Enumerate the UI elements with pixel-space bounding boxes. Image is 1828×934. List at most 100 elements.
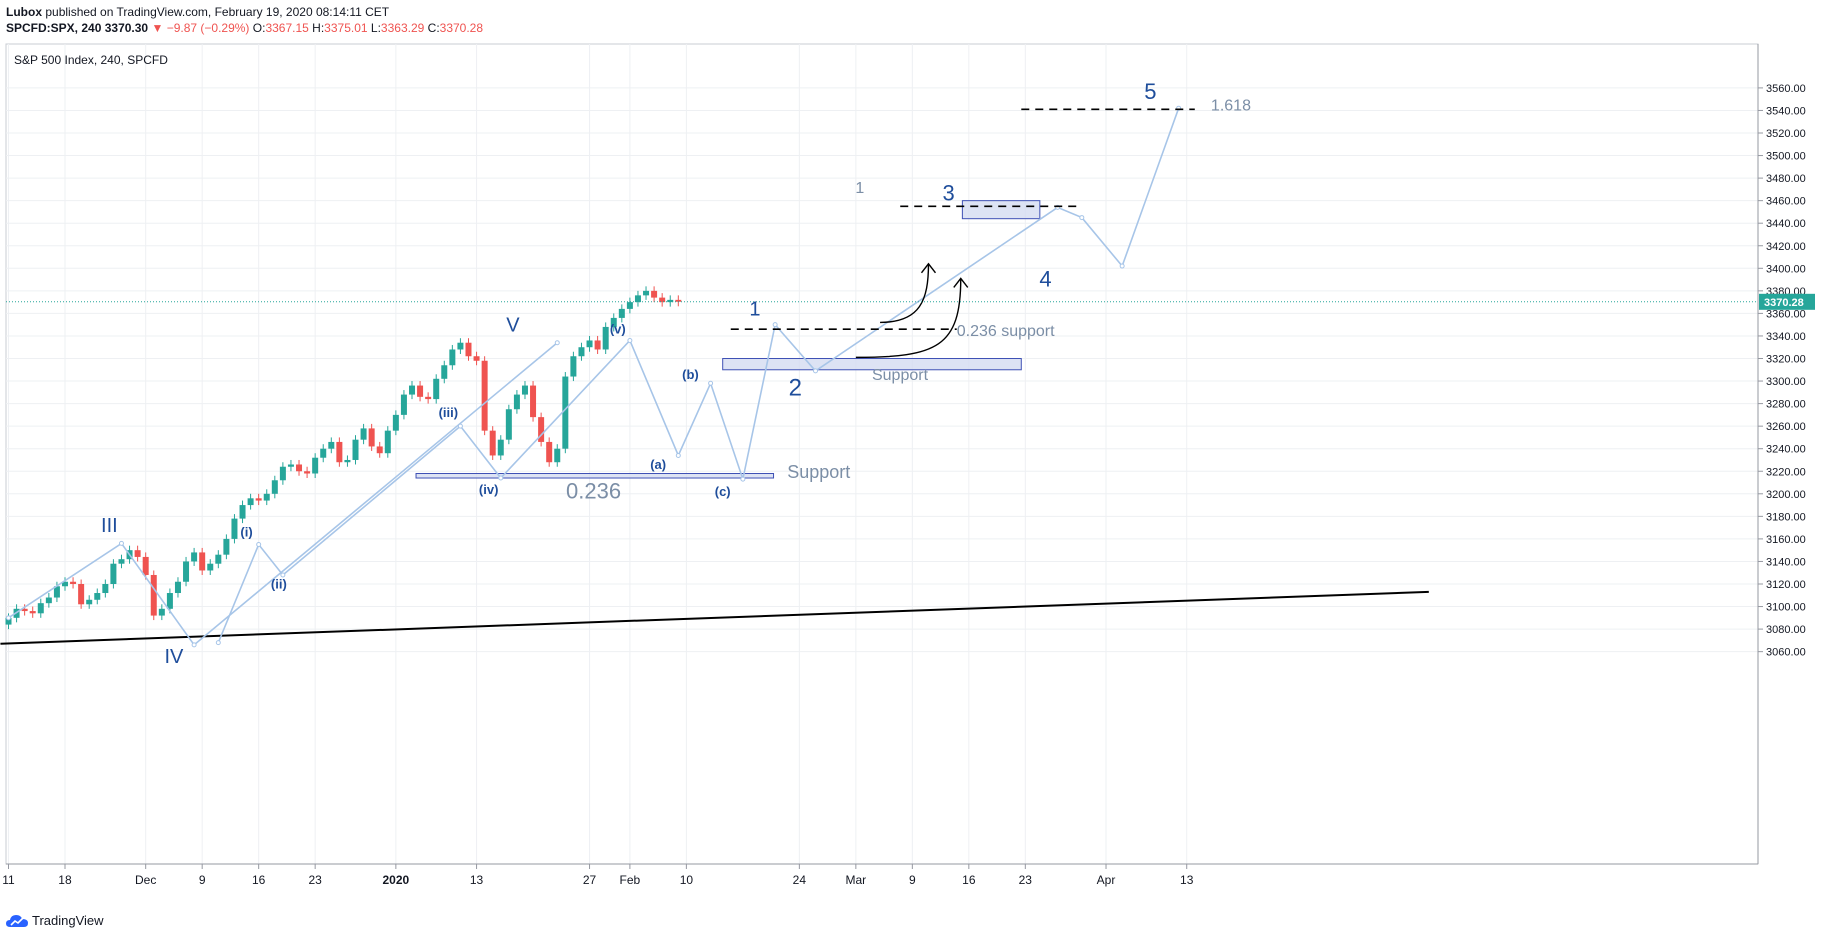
time-tick-label: 10: [680, 873, 694, 887]
candle-body: [449, 349, 456, 366]
candle-body: [142, 556, 149, 575]
candle: [368, 423, 375, 451]
down-arrow-icon: ▼: [151, 21, 164, 35]
candle-body: [94, 593, 101, 600]
cloud-icon: [6, 914, 28, 927]
time-tick-label: 23: [1019, 873, 1033, 887]
candle-body: [538, 417, 545, 442]
time-tick-label: 13: [470, 873, 484, 887]
candle: [239, 500, 246, 524]
ohlc-high: H:3375.01: [312, 21, 368, 35]
candle: [530, 381, 537, 422]
wave-point: [675, 452, 681, 458]
candle: [320, 444, 327, 463]
candle-body: [376, 446, 383, 454]
support-zone: [961, 200, 1041, 220]
wave-label: (v): [610, 322, 626, 337]
wave-point: [256, 542, 262, 548]
wave-point: [6, 615, 11, 621]
candle: [110, 559, 117, 589]
candle: [336, 437, 343, 467]
candle: [207, 559, 214, 575]
candle: [425, 392, 432, 404]
candle-body: [215, 554, 222, 564]
candle-body: [110, 563, 117, 584]
long-term-trendline: [0, 590, 1429, 645]
candle-body: [457, 342, 464, 350]
candle-body: [29, 611, 36, 614]
candle-body: [626, 302, 633, 309]
price-tick-label: 3120.00: [1766, 579, 1806, 591]
candle-body: [473, 356, 480, 361]
support-zone: [722, 358, 1022, 371]
candle: [634, 290, 641, 307]
price-tick-label: 3200.00: [1766, 489, 1806, 501]
price-tick-label: 3560.00: [1766, 83, 1806, 95]
ohlc-low: L:3363.29: [370, 21, 425, 35]
candle: [586, 335, 593, 352]
curved-arrow: [855, 278, 962, 359]
candle-body: [570, 356, 577, 377]
candle-body: [360, 428, 367, 440]
price-tick-label: 3360.00: [1766, 308, 1806, 320]
candle: [199, 547, 206, 575]
price-tick-label: 3160.00: [1766, 534, 1806, 546]
time-tick-label: Feb: [620, 873, 641, 887]
candle-body: [207, 563, 214, 571]
candle-body: [271, 480, 278, 494]
wave-label: (iii): [439, 405, 459, 420]
candle: [263, 489, 270, 506]
wave-label: V: [506, 314, 520, 336]
brand-name: TradingView: [32, 913, 104, 928]
candle: [481, 356, 488, 436]
candle: [86, 595, 93, 609]
candle: [651, 286, 658, 303]
candle: [602, 322, 609, 354]
wave-label: (a): [650, 457, 666, 472]
wave-point: [457, 423, 463, 429]
candle-body: [158, 608, 165, 616]
last-price-badge: [1759, 293, 1815, 310]
candle: [392, 410, 399, 436]
ohlc-open: O:3367.15: [252, 21, 309, 35]
candle: [134, 545, 141, 562]
candle-body: [328, 441, 335, 449]
author-name[interactable]: Lubox: [6, 5, 42, 19]
candle: [287, 459, 294, 472]
wave-point: [215, 640, 221, 646]
time-tick-label: 27: [583, 873, 597, 887]
candle-body: [61, 581, 68, 587]
candle-body: [45, 597, 52, 604]
time-tick-label: 11: [2, 873, 15, 887]
tradingview-logo[interactable]: TradingView: [6, 913, 104, 928]
candle: [505, 404, 512, 445]
arrow-head-icon: [953, 277, 969, 288]
candle: [376, 441, 383, 458]
candle: [158, 604, 165, 621]
candle: [497, 435, 504, 460]
candle: [166, 588, 173, 614]
candle-body: [279, 466, 286, 481]
symbol-label: SPCFD:SPX, 240: [6, 21, 102, 35]
candle-body: [441, 365, 448, 379]
candle: [61, 577, 68, 591]
candle-body: [489, 430, 496, 456]
candle: [271, 475, 278, 499]
candle: [223, 534, 230, 560]
candle: [312, 453, 319, 479]
annotation-text: 1.618: [1211, 97, 1251, 114]
candle: [142, 552, 149, 580]
candle-body: [546, 441, 553, 463]
price-change: −9.87 (−0.29%): [166, 21, 250, 35]
time-tick-label: Apr: [1097, 873, 1116, 887]
annotation-text: 1: [855, 180, 864, 197]
price-tick-label: 3440.00: [1766, 218, 1806, 230]
candle-body: [86, 599, 93, 605]
candle-body: [102, 584, 109, 594]
candle-body: [134, 550, 141, 557]
time-tick-label: 13: [1180, 873, 1194, 887]
candle-body: [287, 464, 294, 467]
candle-body: [634, 295, 641, 303]
last-price-label: 3370.28: [1764, 297, 1804, 309]
